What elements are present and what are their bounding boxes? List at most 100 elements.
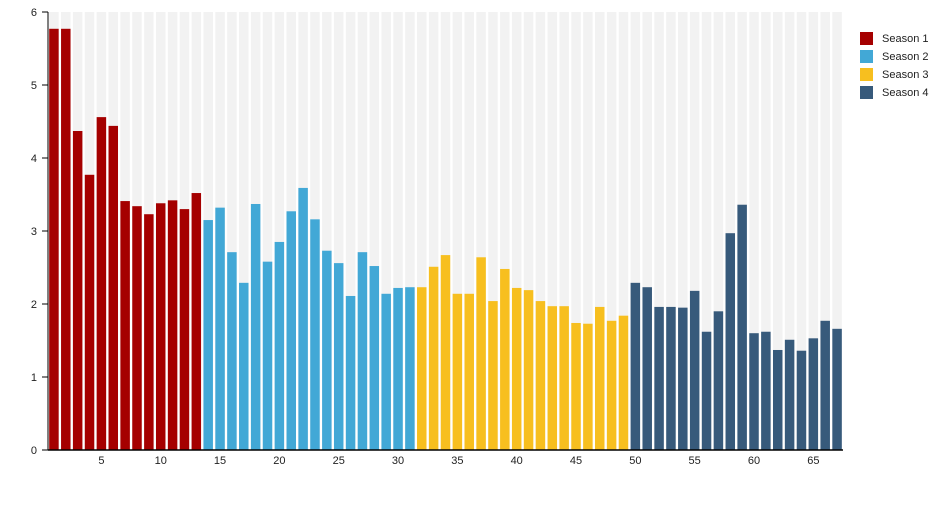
- bar: [642, 287, 652, 450]
- background-stripe: [761, 12, 771, 450]
- background-stripe: [832, 12, 842, 450]
- bar: [511, 287, 522, 450]
- bar: [132, 206, 142, 450]
- x-axis: 5 10 15 20 25 30 35 40 45 50 55 60 65: [48, 449, 843, 467]
- bar: [761, 331, 771, 450]
- y-tick-label: 2: [31, 299, 37, 311]
- x-tick-label: 50: [629, 455, 641, 467]
- bar: [333, 263, 344, 450]
- bar: [737, 204, 747, 450]
- x-tick-label: 5: [98, 455, 104, 467]
- background-stripe: [523, 12, 534, 450]
- background-stripe: [571, 12, 581, 450]
- y-axis: 0 1 2 3 4 5 6: [31, 7, 49, 457]
- background-stripe: [345, 12, 356, 450]
- bars: [49, 28, 842, 451]
- background-stripe: [713, 12, 724, 450]
- x-tick-label: 40: [511, 455, 523, 467]
- background-stripe: [428, 12, 439, 450]
- background-stripe: [630, 12, 641, 450]
- background-stripe: [535, 12, 546, 450]
- bar: [440, 255, 451, 450]
- bar: [559, 306, 569, 450]
- background-stripe: [701, 12, 712, 450]
- bar: [428, 266, 439, 450]
- bar: [606, 320, 617, 450]
- background-stripe: [405, 12, 415, 450]
- bar: [369, 266, 380, 450]
- bar: [500, 268, 510, 450]
- y-tick-label: 5: [31, 80, 37, 92]
- bar: [654, 306, 664, 450]
- bar: [749, 333, 759, 450]
- background-stripe: [772, 12, 783, 450]
- background-stripe: [511, 12, 522, 450]
- bar: [274, 241, 285, 450]
- background-stripe: [333, 12, 344, 450]
- bar: [191, 193, 202, 451]
- bar: [571, 322, 581, 450]
- bar: [547, 306, 558, 450]
- background-stripe: [547, 12, 558, 450]
- x-tick-label: 55: [689, 455, 701, 467]
- bar: [393, 287, 403, 450]
- bar: [832, 328, 842, 450]
- bar: [203, 220, 213, 450]
- bar: [381, 293, 391, 450]
- background-stripe: [654, 12, 664, 450]
- bar: [310, 219, 320, 450]
- bar: [345, 295, 356, 450]
- background-stripe: [476, 12, 486, 450]
- legend-label: Season 2: [882, 51, 928, 63]
- legend-swatch: [860, 32, 873, 45]
- y-tick-label: 3: [31, 226, 37, 238]
- bar: [689, 290, 700, 450]
- background-stripe: [464, 12, 474, 450]
- background-stripe: [452, 12, 463, 450]
- bar: [678, 307, 688, 450]
- background-stripe: [369, 12, 380, 450]
- bar: [84, 174, 95, 451]
- background-stripe: [417, 12, 427, 450]
- bar: [666, 306, 676, 450]
- background-stripe: [606, 12, 617, 450]
- x-tick-label: 20: [273, 455, 285, 467]
- x-tick-label: 45: [570, 455, 582, 467]
- x-tick-label: 60: [748, 455, 760, 467]
- bar: [713, 311, 724, 450]
- background-stripe: [393, 12, 403, 450]
- background-stripe: [357, 12, 368, 450]
- background-stripe: [749, 12, 759, 450]
- bar: [250, 203, 261, 450]
- x-tick-label: 15: [214, 455, 226, 467]
- y-tick-label: 4: [31, 153, 37, 165]
- background-stripe: [725, 12, 736, 450]
- background-stripe: [381, 12, 391, 450]
- x-tick-label: 30: [392, 455, 404, 467]
- bar: [120, 201, 130, 450]
- bar: [772, 349, 783, 450]
- bar: [357, 252, 368, 450]
- background-stripe: [666, 12, 676, 450]
- background-stripe: [559, 12, 569, 450]
- bar: [535, 301, 546, 450]
- bar: [262, 261, 273, 450]
- background-stripe: [322, 12, 332, 450]
- bar: [49, 28, 59, 450]
- bar: [701, 331, 712, 450]
- background-stripe: [689, 12, 700, 450]
- legend-label: Season 3: [882, 69, 928, 81]
- bar: [405, 287, 415, 450]
- background-stripe: [274, 12, 285, 450]
- background-stripe: [820, 12, 830, 450]
- background-stripe: [808, 12, 819, 450]
- bar: [227, 252, 237, 450]
- bar: [808, 338, 819, 450]
- bar: [452, 293, 463, 450]
- x-tick-label: 65: [807, 455, 819, 467]
- background-stripe: [262, 12, 273, 450]
- bar: [417, 287, 427, 450]
- bar: [61, 28, 71, 450]
- bar: [298, 187, 308, 450]
